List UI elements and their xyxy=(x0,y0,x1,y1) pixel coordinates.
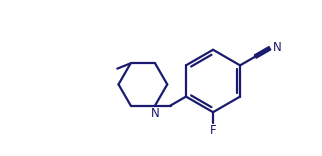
Text: F: F xyxy=(210,124,216,137)
Text: N: N xyxy=(273,41,282,54)
Text: N: N xyxy=(151,107,159,120)
